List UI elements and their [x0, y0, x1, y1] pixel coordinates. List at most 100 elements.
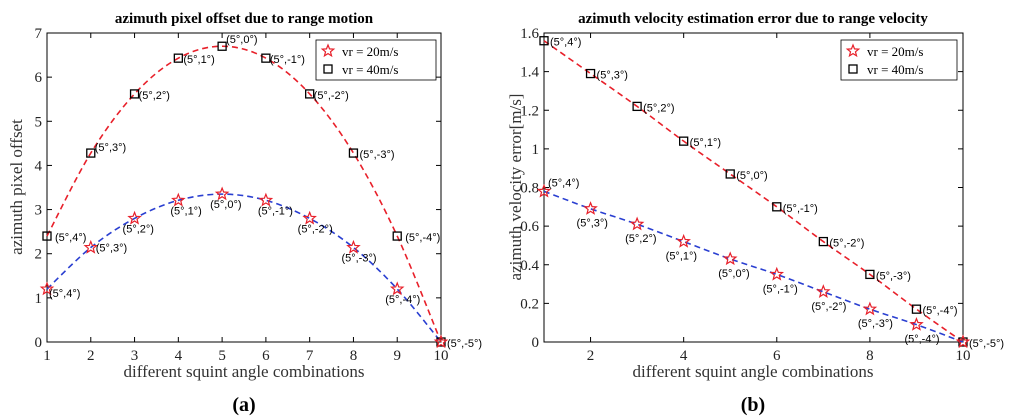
- series-vr40-marker: [173, 53, 183, 63]
- point-label: (5°,-2°): [829, 238, 864, 250]
- series-vr40-marker: [679, 136, 689, 146]
- legend-entry: vr = 40m/s: [342, 62, 398, 77]
- point-label: (5°,4°): [550, 37, 581, 49]
- legend-box: [315, 39, 437, 81]
- series-vr20-marker: [955, 334, 971, 349]
- series-vr20-marker: [302, 210, 317, 225]
- series-vr20-marker: [676, 233, 691, 248]
- point-label: (5°,4°): [55, 232, 86, 244]
- x-tick-label: 4: [680, 348, 688, 364]
- y-tick-label: 1.2: [520, 103, 539, 119]
- series-vr40-marker: [261, 53, 271, 63]
- legend-square-icon: [848, 64, 858, 74]
- legend: vr = 20m/s vr = 40m/s: [315, 39, 437, 81]
- point-label: (5°,-4°): [904, 334, 939, 346]
- chart-title: azimuth pixel offset due to range motion: [115, 11, 374, 27]
- y-tick-label: 1.6: [520, 26, 539, 42]
- y-tick-label: 2: [35, 247, 43, 263]
- x-tick-label: 4: [175, 348, 183, 364]
- series-vr40-marker: [632, 101, 642, 112]
- point-label: (5°,-5°): [969, 338, 1004, 350]
- point-label: (5°,3°): [577, 218, 608, 230]
- legend-square-icon: [323, 64, 333, 74]
- legend-star-icon: [845, 43, 861, 58]
- y-tick-label: 0.6: [520, 219, 539, 235]
- point-label: (5°,0°): [210, 199, 241, 211]
- series-vr20-marker: [83, 239, 99, 254]
- x-tick-label: 2: [87, 348, 95, 364]
- x-tick-label: 7: [306, 348, 314, 364]
- point-label: (5°,1°): [666, 251, 697, 263]
- x-tick-label: 9: [393, 348, 401, 364]
- point-label: (5°,1°): [690, 137, 721, 149]
- point-label: (5°,-3°): [876, 270, 911, 282]
- x-axis-label: different squint angle combinations: [633, 362, 874, 381]
- y-tick-label: 5: [35, 114, 43, 130]
- point-label: (5°,-1°): [763, 283, 798, 295]
- point-label: (5°,3°): [597, 70, 628, 82]
- point-label: (5°,-3°): [858, 318, 893, 330]
- series-vr20-line: [543, 190, 964, 343]
- y-tick-label: 1: [532, 142, 540, 158]
- series-vr20-marker: [583, 201, 598, 215]
- point-label: (5°,3°): [95, 142, 126, 154]
- point-label: (5°,-3°): [341, 253, 376, 265]
- x-tick-label: 2: [587, 348, 595, 364]
- series-vr40-line: [543, 40, 964, 343]
- point-label: (5°,-2°): [811, 301, 846, 313]
- y-tick-label: 0: [532, 335, 540, 351]
- series-vr20-marker: [769, 266, 785, 281]
- plot-frame: [46, 32, 442, 343]
- series-vr40-marker: [725, 169, 735, 179]
- series-vr40-marker: [818, 236, 828, 247]
- series-vr40-marker: [585, 68, 596, 79]
- series-vr20-marker: [389, 281, 405, 296]
- series-vr20-marker: [346, 239, 361, 254]
- point-label: (5°,2°): [123, 223, 154, 235]
- point-label: (5°,-4°): [385, 294, 420, 306]
- series-vr20-marker: [214, 186, 230, 201]
- chart-title: azimuth velocity estimation error due to…: [578, 11, 928, 27]
- point-label: (5°,-4°): [922, 305, 957, 317]
- series-vr40-marker: [392, 231, 402, 241]
- point-label: (5°,1°): [183, 54, 214, 66]
- legend-entry: vr = 20m/s: [867, 44, 923, 59]
- y-tick-label: 0: [35, 335, 43, 351]
- point-label: (5°,-1°): [783, 203, 818, 215]
- point-label: (5°,3°): [96, 243, 127, 255]
- point-label: (5°,-1°): [270, 54, 305, 66]
- figure-caption: (a): [232, 394, 255, 416]
- point-label: (5°,2°): [139, 90, 170, 102]
- series-vr20-marker: [171, 192, 186, 207]
- point-label: (5°,1°): [170, 205, 201, 217]
- point-label: (5°,-5°): [447, 338, 482, 350]
- legend-star-icon: [320, 43, 336, 58]
- series-vr40-marker: [86, 148, 96, 158]
- point-label: (5°,-2°): [298, 223, 333, 235]
- x-tick-label: 1: [43, 348, 51, 364]
- point-label: (5°,0°): [226, 34, 257, 46]
- x-tick-label: 6: [262, 348, 270, 364]
- legend-entry: vr = 20m/s: [342, 44, 398, 59]
- point-label: (5°,4°): [548, 177, 579, 189]
- figure-caption: (b): [741, 394, 765, 416]
- point-label: (5°,-2°): [314, 90, 349, 102]
- x-axis-label: different squint angle combinations: [124, 362, 365, 381]
- y-tick-label: 1.4: [520, 65, 539, 81]
- series-vr40-marker: [911, 304, 922, 314]
- legend: vr = 20m/s vr = 40m/s: [840, 39, 958, 81]
- point-label: (5°,-3°): [359, 149, 394, 161]
- point-label: (5°,-1°): [258, 205, 293, 217]
- x-tick-label: 10: [956, 348, 971, 364]
- series-vr40-marker: [772, 202, 782, 212]
- series-vr20-marker: [433, 334, 449, 349]
- point-label: (5°,2°): [643, 102, 674, 114]
- y-tick-label: 7: [35, 26, 43, 42]
- point-label: (5°,2°): [625, 233, 656, 245]
- x-tick-label: 6: [773, 348, 781, 364]
- point-label: (5°,4°): [49, 288, 80, 300]
- x-tick-label: 5: [218, 348, 226, 364]
- series-vr20-marker: [127, 210, 142, 225]
- x-tick-label: 8: [866, 348, 874, 364]
